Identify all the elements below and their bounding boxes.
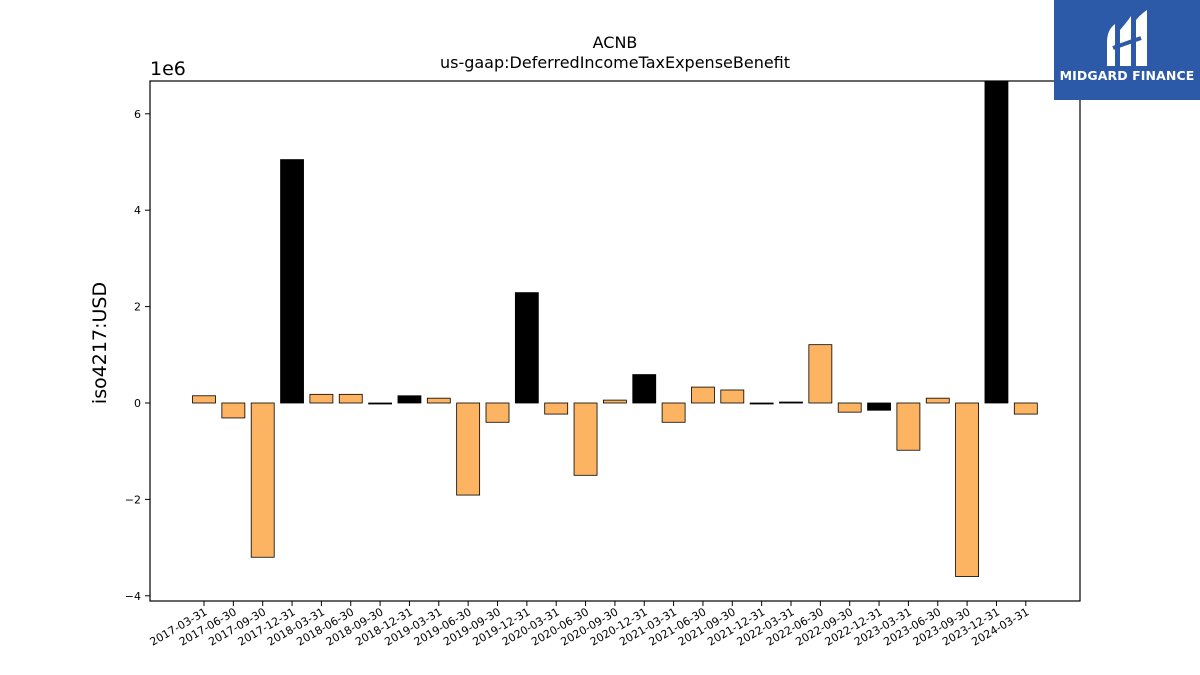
bar-2022-12-31 [867, 402, 891, 411]
y-tick-label: 0 [134, 397, 141, 410]
bar-2019-06-30 [456, 402, 481, 496]
chart-title: ACNB [593, 33, 638, 52]
bar-2020-09-30 [603, 399, 627, 404]
midgard-logo-icon [1107, 10, 1147, 66]
bar-2017-12-31 [280, 159, 304, 404]
bar-2019-03-31 [426, 397, 451, 404]
bar-2019-12-31 [514, 292, 539, 404]
bar-2023-03-31 [896, 402, 921, 451]
chart-subtitle: us-gaap:DeferredIncomeTaxExpenseBenefit [440, 53, 790, 72]
bars-group [192, 80, 1038, 577]
y-tick-label: 4 [134, 204, 141, 217]
bar-2017-09-30 [250, 402, 275, 558]
bar-2018-03-31 [309, 393, 334, 404]
bar-2023-12-31 [984, 80, 1009, 404]
bar-2021-03-31 [661, 402, 686, 423]
brand-logo: MIDGARD FINANCE [1054, 0, 1200, 100]
bar-2019-09-30 [485, 402, 510, 423]
bar-2021-06-30 [691, 386, 715, 404]
axes-group: 2017-03-312017-06-302017-09-302017-12-31… [125, 108, 1032, 649]
y-axis-label: iso4217:USD [89, 282, 111, 404]
y-tick-label: −4 [125, 590, 141, 603]
bar-2022-09-30 [837, 402, 862, 413]
bar-2020-12-31 [632, 374, 657, 404]
bar-2017-03-31 [192, 395, 216, 404]
bar-2020-06-30 [573, 402, 598, 476]
bar-2021-09-30 [720, 389, 745, 404]
y-tick-label: −2 [125, 493, 141, 506]
bar-2020-03-31 [544, 402, 569, 415]
y-tick-label: 2 [134, 301, 141, 314]
bar-2018-06-30 [338, 393, 363, 404]
bar-2018-09-30 [368, 402, 393, 405]
y-tick-label: 6 [134, 108, 141, 121]
bar-2023-06-30 [925, 397, 950, 404]
bar-2022-06-30 [808, 344, 833, 404]
y-scale-label: 1e6 [150, 58, 186, 80]
bar-2023-09-30 [955, 402, 979, 577]
plot-frame [149, 80, 1081, 602]
bar-2017-06-30 [221, 402, 246, 419]
logo-text: MIDGARD FINANCE [1059, 68, 1195, 83]
bar-2024-03-31 [1013, 402, 1038, 415]
bar-2021-12-31 [749, 402, 774, 405]
bar-2018-12-31 [397, 395, 422, 404]
bar-2022-03-31 [779, 401, 803, 404]
